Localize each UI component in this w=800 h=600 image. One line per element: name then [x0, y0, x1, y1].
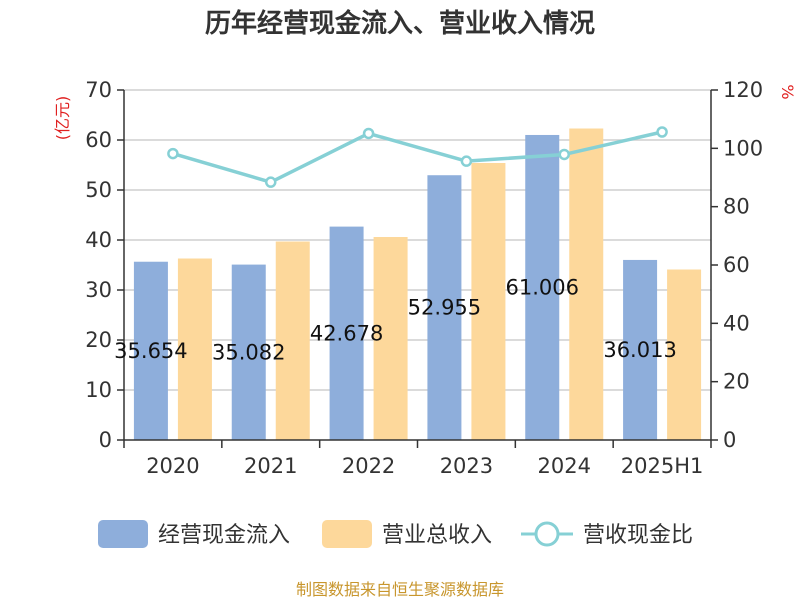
bar-total-revenue [667, 269, 702, 440]
data-label-cash-inflow: 61.006 [506, 275, 579, 299]
data-labels: 35.654 35.082 42.678 52.955 61.006 36.013 [114, 275, 677, 364]
left-tick-label: 40 [85, 228, 112, 252]
legend-swatch-cash-inflow [98, 520, 148, 548]
ratio-point [167, 147, 179, 160]
ratio-point [656, 126, 668, 138]
chart-title: 历年经营现金流入、营业收入情况 [205, 8, 595, 39]
right-tick-label: 80 [723, 195, 750, 219]
bar-total-revenue [471, 163, 506, 440]
grid-lines [124, 89, 711, 391]
ratio-line [167, 126, 668, 188]
bar-cash-inflow [427, 175, 462, 440]
legend-label-total-revenue: 营业总收入 [382, 523, 492, 548]
x-tick-label: 2024 [538, 454, 591, 478]
x-tick-label: 2025H1 [621, 454, 704, 478]
left-axis-unit-label: (亿元) [53, 96, 72, 141]
right-tick-label: 100 [723, 136, 763, 160]
ratio-point [265, 176, 277, 188]
right-tick-label: 120 [723, 78, 763, 102]
right-tick-label: 0 [723, 428, 736, 452]
bar-cash-inflow [231, 264, 266, 440]
legend-swatch-total-revenue [322, 520, 372, 548]
right-tick-label: 60 [723, 253, 750, 277]
bar-cash-inflow [133, 261, 168, 440]
legend-label-ratio: 营收现金比 [583, 523, 693, 548]
bar-cash-inflow [329, 226, 364, 440]
right-tick-label: 20 [723, 370, 750, 394]
data-label-cash-inflow: 35.082 [212, 340, 285, 364]
ratio-point [460, 155, 473, 167]
bar-total-revenue [275, 241, 310, 440]
left-tick-label: 30 [85, 278, 112, 302]
ratio-point [558, 148, 570, 161]
bar-total-revenue [177, 258, 212, 440]
x-tick-label: 2022 [342, 454, 395, 478]
x-tick-label: 2023 [440, 454, 493, 478]
bars [133, 128, 702, 440]
right-axis-unit-label: % [778, 84, 797, 99]
ratio-line-path [172, 130, 663, 184]
left-tick-label: 10 [85, 378, 112, 402]
bar-total-revenue [569, 128, 604, 440]
x-tick-label: 2021 [244, 454, 297, 478]
legend-swatch-ratio-marker [534, 521, 560, 547]
x-tick-label: 2020 [146, 454, 199, 478]
left-tick-label: 20 [85, 328, 112, 352]
source-note: 制图数据来自恒生聚源数据库 [296, 580, 504, 599]
legend-label-cash-inflow: 经营现金流入 [158, 523, 290, 548]
data-label-cash-inflow: 42.678 [310, 321, 383, 345]
left-tick-label: 50 [85, 178, 112, 202]
left-tick-label: 60 [85, 128, 112, 152]
data-label-cash-inflow: 36.013 [603, 338, 676, 362]
left-tick-label: 0 [99, 428, 112, 452]
ratio-point [362, 127, 375, 140]
left-tick-label: 70 [85, 78, 112, 102]
bar-cash-inflow [623, 259, 658, 440]
bar-total-revenue [373, 237, 408, 440]
axes: 0 10 20 30 40 50 60 70 0 20 40 60 80 100 120 2020 2021 20… [85, 78, 763, 478]
right-tick-label: 40 [723, 311, 750, 335]
data-label-cash-inflow: 35.654 [114, 339, 187, 363]
bar-cash-inflow [525, 134, 560, 440]
legend: 经营现金流入 营业总收入 营收现金比 [98, 520, 693, 548]
data-label-cash-inflow: 52.955 [408, 296, 481, 320]
